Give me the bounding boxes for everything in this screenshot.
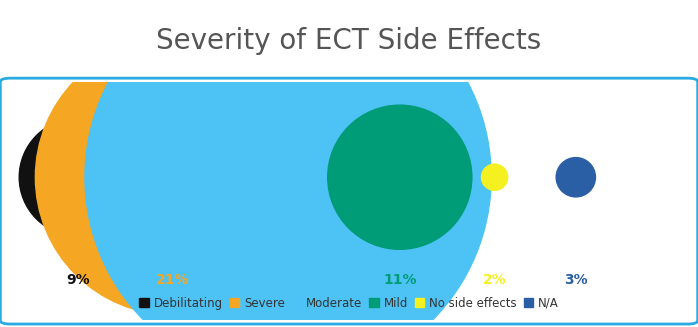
Ellipse shape <box>327 105 472 249</box>
Ellipse shape <box>85 0 491 327</box>
Text: 21%: 21% <box>156 273 190 287</box>
Legend: Debilitating, Severe, Moderate, Mild, No side effects, N/A: Debilitating, Severe, Moderate, Mild, No… <box>137 294 561 312</box>
Ellipse shape <box>20 118 137 236</box>
Text: 11%: 11% <box>383 273 417 287</box>
FancyBboxPatch shape <box>0 78 698 324</box>
Text: Severity of ECT Side Effects: Severity of ECT Side Effects <box>156 27 542 55</box>
Ellipse shape <box>36 40 311 315</box>
Ellipse shape <box>556 158 595 197</box>
Ellipse shape <box>482 164 507 190</box>
Text: 9%: 9% <box>66 273 90 287</box>
Text: 31%: 31% <box>272 273 305 287</box>
Text: 2%: 2% <box>483 273 507 287</box>
Text: 3%: 3% <box>564 273 588 287</box>
